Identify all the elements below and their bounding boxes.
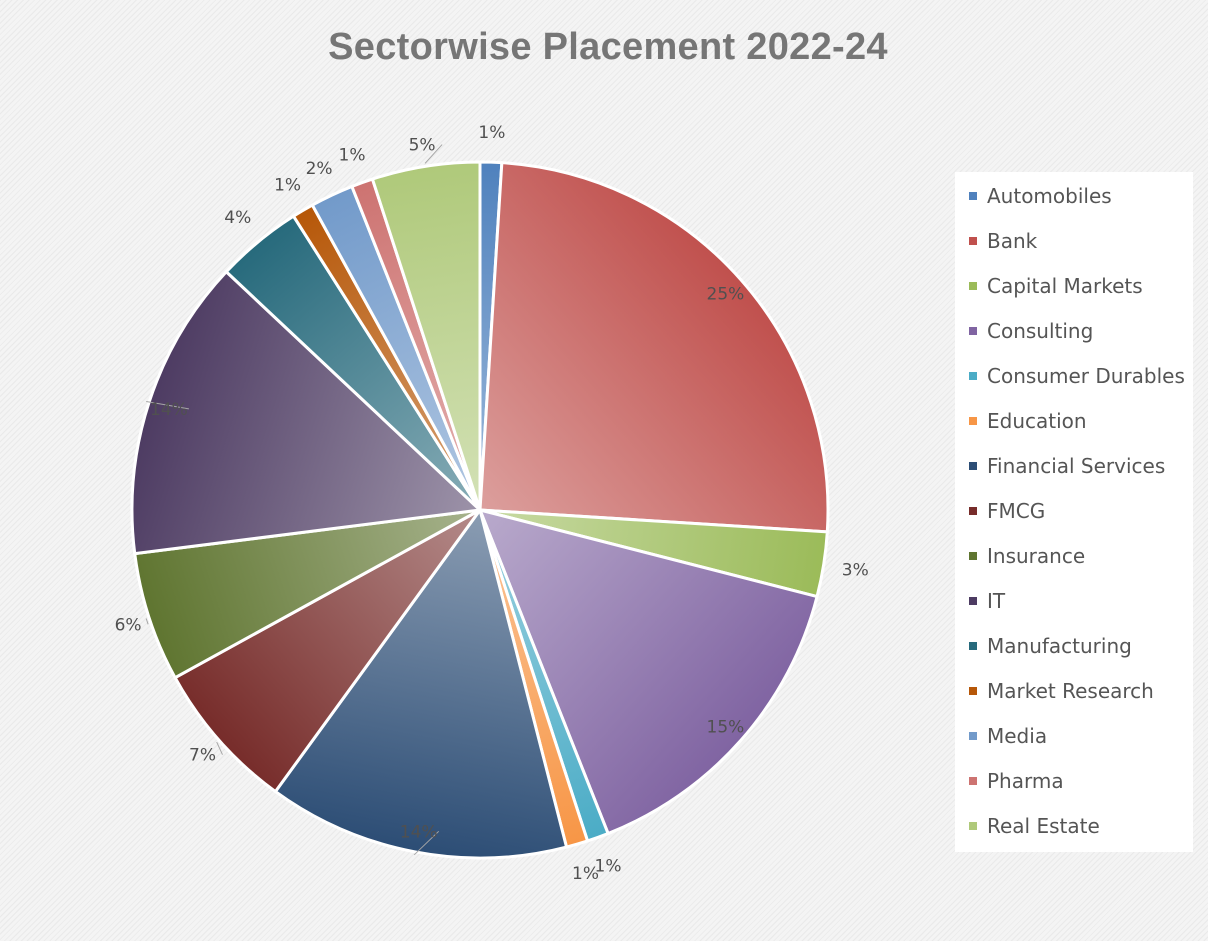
legend-label-it: IT	[987, 589, 1006, 613]
pie-slice-bank	[478, 161, 830, 534]
data-label-real-estate: 5%	[409, 136, 436, 156]
legend-item-financial-services: Financial Services	[969, 454, 1165, 478]
legend-swatch-automobiles	[969, 192, 977, 200]
legend-label-financial-services: Financial Services	[987, 454, 1166, 478]
pie-slice-financial-services	[273, 508, 569, 860]
legend-swatch-it	[969, 597, 977, 605]
data-label-bank: 25%	[707, 285, 745, 305]
legend-swatch-real-estate	[969, 822, 977, 830]
legend-item-insurance: Insurance	[969, 544, 1085, 568]
data-label-education: 1%	[572, 864, 599, 884]
legend-label-pharma: Pharma	[987, 769, 1064, 793]
legend-item-automobiles: Automobiles	[969, 184, 1112, 208]
leader-line-it	[146, 401, 189, 410]
legend-label-bank: Bank	[987, 229, 1038, 253]
legend-label-manufacturing: Manufacturing	[987, 634, 1132, 658]
legend-label-consulting: Consulting	[987, 319, 1094, 343]
data-label-consulting: 15%	[707, 717, 745, 737]
leader-line-real-estate	[424, 144, 443, 164]
legend-swatch-insurance	[969, 552, 977, 560]
legend-item-pharma: Pharma	[969, 769, 1064, 793]
legend-item-manufacturing: Manufacturing	[969, 634, 1132, 658]
leader-line-fmcg	[216, 741, 223, 755]
chart-title: Sectorwise Placement 2022-24	[328, 26, 888, 68]
pie-slice-insurance	[133, 508, 482, 680]
legend-label-capital-markets: Capital Markets	[987, 274, 1143, 298]
legend-item-fmcg: FMCG	[969, 499, 1045, 523]
legend-swatch-consulting	[969, 327, 977, 335]
legend-swatch-manufacturing	[969, 642, 977, 650]
legend-label-automobiles: Automobiles	[987, 184, 1112, 208]
data-label-fmcg: 7%	[189, 746, 216, 766]
legend-label-insurance: Insurance	[987, 544, 1086, 568]
legend-label-consumer-durables: Consumer Durables	[987, 364, 1185, 388]
legend-swatch-pharma	[969, 777, 977, 785]
legend-item-market-research: Market Research	[969, 679, 1154, 703]
data-label-capital-markets: 3%	[842, 560, 869, 580]
legend-label-real-estate: Real Estate	[987, 814, 1100, 838]
legend-item-it: IT	[969, 589, 1005, 613]
data-label-consumer-durables: 1%	[595, 857, 622, 877]
legend-item-capital-markets: Capital Markets	[969, 274, 1143, 298]
legend-label-market-research: Market Research	[987, 679, 1154, 703]
legend-label-fmcg: FMCG	[987, 499, 1046, 523]
legend-item-consulting: Consulting	[969, 319, 1093, 343]
data-label-financial-services: 14%	[400, 822, 438, 842]
legend-item-media: Media	[969, 724, 1047, 748]
legend-swatch-fmcg	[969, 507, 977, 515]
legend-label-education: Education	[987, 409, 1087, 433]
pie-slice-consulting	[478, 508, 819, 836]
legend-swatch-capital-markets	[969, 282, 977, 290]
pie-slice-fmcg	[173, 508, 482, 794]
legend-item-education: Education	[969, 409, 1087, 433]
leader-line-financial-services	[413, 830, 440, 856]
data-label-market-research: 1%	[274, 176, 301, 196]
legend-swatch-financial-services	[969, 462, 977, 470]
legend-swatch-bank	[969, 237, 977, 245]
legend-item-bank: Bank	[969, 229, 1037, 253]
legend-swatch-consumer-durables	[969, 372, 977, 380]
legend-item-consumer-durables: Consumer Durables	[969, 364, 1185, 388]
pie-slice-real-estate	[370, 160, 482, 512]
data-label-media: 2%	[306, 159, 333, 179]
data-label-pharma: 1%	[339, 145, 366, 165]
legend: Automobiles Bank Capital Markets Consulting…	[955, 172, 1193, 852]
legend-item-real-estate: Real Estate	[969, 814, 1100, 838]
legend-swatch-media	[969, 732, 977, 740]
data-label-manufacturing: 4%	[224, 208, 251, 228]
legend-swatch-market-research	[969, 687, 977, 695]
leader-line-insurance	[145, 618, 149, 625]
legend-swatch-education	[969, 417, 977, 425]
data-label-insurance: 6%	[115, 615, 142, 635]
legend-label-media: Media	[987, 724, 1048, 748]
data-label-automobiles: 1%	[478, 123, 505, 143]
data-label-it: 14%	[150, 400, 188, 420]
